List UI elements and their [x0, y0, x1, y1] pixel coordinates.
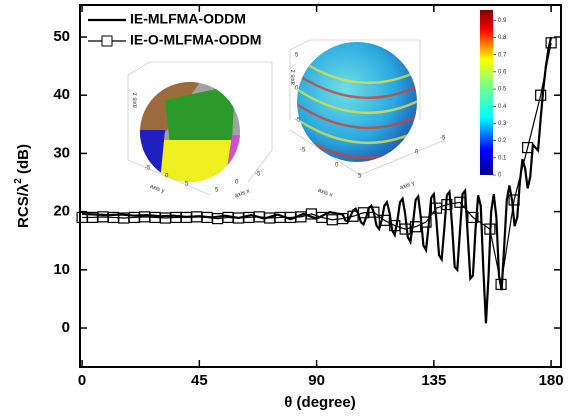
x-tick-label: 135: [421, 372, 446, 389]
x-tick-label: 90: [308, 372, 325, 389]
marker: [508, 194, 520, 206]
plot-frame: [79, 4, 562, 368]
marker: [441, 199, 453, 211]
legend-marker: [101, 35, 113, 47]
inset-tick-label: 5: [185, 182, 189, 188]
inset-tick-label: -5: [295, 118, 301, 124]
inset-tick-label: 0: [295, 86, 299, 92]
y-label-part: RCS/λ: [15, 183, 32, 228]
legend-label: IE-O-MLFMA-ODDM: [130, 32, 261, 48]
inset-sphere-1: [127, 61, 273, 196]
colorbar-tick-label: 0.9: [498, 18, 507, 24]
inset-axis-label: axis y: [399, 180, 415, 191]
inset-tick-label: -5: [300, 148, 306, 154]
colorbar-tick-label: 0.4: [498, 104, 507, 110]
inset-axis-label: axis x: [317, 188, 333, 199]
inset-axis-label: axis y: [149, 184, 165, 195]
inset-axis-label: axis z: [291, 70, 297, 85]
legend-label: IE-MLFMA-ODDM: [130, 11, 246, 27]
marker: [535, 89, 547, 101]
colorbar-tick-label: 0.8: [498, 35, 507, 41]
inset-tick-label: 0: [235, 180, 239, 186]
y-label-part: (dB): [15, 144, 32, 178]
y-tick-label: 50: [53, 28, 70, 45]
inset-tick-label: 0: [415, 150, 419, 156]
x-axis-label: θ (degree): [284, 394, 355, 411]
x-tick-label: 45: [191, 372, 208, 389]
marker: [545, 37, 557, 49]
colorbar-tick-label: 0.1: [498, 155, 507, 161]
y-tick-label: 0: [62, 319, 70, 336]
colorbar-tick-label: 0.3: [498, 121, 507, 127]
x-tick-label: 0: [78, 372, 86, 389]
inset-tick-label: 0: [165, 174, 169, 180]
marker: [467, 211, 479, 224]
y-tick-label: 20: [53, 203, 70, 220]
x-tick-label: 180: [539, 372, 564, 389]
colorbar-tick-label: 0.2: [498, 138, 507, 144]
inset-tick-label: 5: [358, 174, 362, 180]
colorbar-tick-label: 0.5: [498, 87, 507, 93]
marker: [454, 196, 466, 208]
inset-axis-label: axis z: [133, 93, 139, 108]
inset-tick-label: -5: [145, 166, 151, 172]
marker: [484, 223, 496, 235]
y-tick-label: 30: [53, 144, 70, 161]
inset-tick-label: -5: [255, 172, 261, 178]
y-tick-label: 40: [53, 86, 70, 103]
inset-axis-label: axis x: [234, 188, 250, 199]
y-tick-label: 10: [53, 261, 70, 278]
inset-tick-label: -5: [440, 136, 446, 142]
inset-tick-label: 5: [215, 188, 219, 194]
marker: [522, 141, 534, 154]
marker: [368, 206, 380, 218]
colorbar-tick-label: 0.6: [498, 69, 507, 75]
colorbar-tick-label: 0: [498, 173, 502, 179]
marker: [420, 216, 432, 228]
marker: [495, 278, 507, 290]
colorbar: [480, 10, 493, 175]
y-label-sup: 2: [13, 178, 24, 184]
inset-tick-label: 0: [335, 163, 339, 169]
y-axis-label: RCS/λ2 (dB): [13, 144, 32, 228]
inset-sphere-2: [289, 39, 446, 176]
inset-tick-label: 5: [295, 53, 299, 59]
colorbar-tick-label: 0.7: [498, 52, 507, 58]
